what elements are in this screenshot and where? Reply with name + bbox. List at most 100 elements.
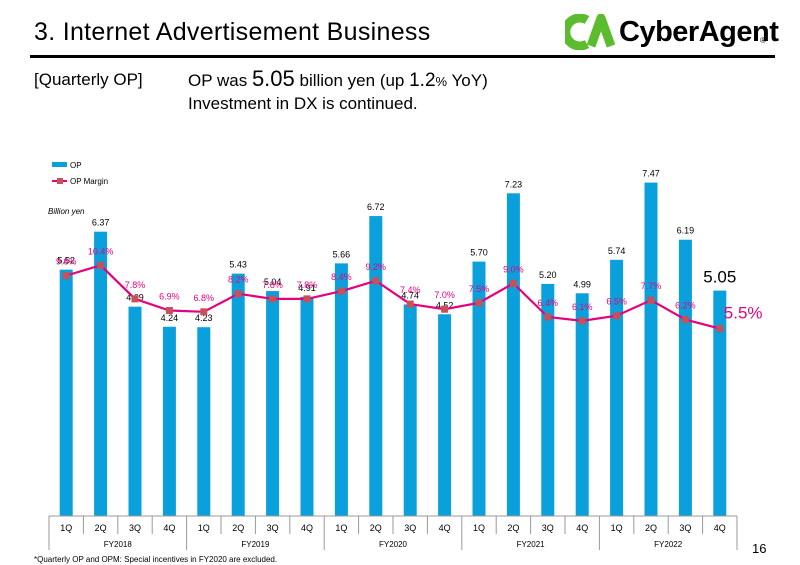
op-bar [369,216,383,516]
x-tick-label: 3Q [679,523,691,533]
x-tick-label: 2Q [507,523,519,533]
op-margin-marker [337,287,345,295]
op-bar [472,261,486,516]
x-tick-label: 1Q [611,523,623,533]
x-tick-label: 3Q [267,523,279,533]
op-margin-label: 6.2% [675,301,696,311]
op-margin-marker [97,261,105,269]
op-margin-marker [269,295,277,303]
op-margin-label: 5.5% [724,304,763,323]
op-value-label: 5.04 [264,277,282,287]
page-number: 16 [752,541,767,556]
x-tick-label: 4Q [714,523,726,533]
headline-pct: 1.2 [409,70,436,91]
op-value-label: 7.47 [642,169,660,179]
op-margin-label: 6.9% [159,292,180,302]
x-tick-label: 1Q [198,523,210,533]
op-bar [162,326,176,516]
x-tick-label: 2Q [232,523,244,533]
op-margin-label: 6.4% [538,298,559,308]
x-tick-label: 1Q [60,523,72,533]
op-margin-label: 7.4% [400,285,421,295]
op-margin-marker [475,299,483,307]
op-value-label: 4.52 [436,300,454,310]
legend-op-label: OP [70,161,82,170]
op-bar [438,314,452,516]
op-bar [610,259,624,516]
op-margin-marker [131,295,139,303]
headline-prefix: OP was [188,71,252,90]
ca-logo-icon [561,13,616,51]
op-bar [403,304,417,516]
fiscal-year-label: FY2018 [104,540,133,549]
op-bar [334,263,348,516]
op-value-label: 5.70 [470,248,488,258]
op-margin-marker [509,279,517,287]
op-bar [575,293,589,516]
op-bar [94,231,108,516]
legend-margin-label: OP Margin [70,177,108,186]
op-margin-marker [441,305,449,313]
op-margin-label: 7.0% [434,290,455,300]
op-bar [197,327,211,516]
op-margin-marker [303,295,311,303]
fiscal-year-label: FY2019 [241,540,270,549]
headline-suffix: YoY) [447,71,488,90]
op-margin-label: 6.5% [606,297,627,307]
op-margin-label: 6.1% [572,302,593,312]
op-value-label: 6.37 [92,218,110,228]
op-margin-marker [716,325,724,333]
x-tick-label: 1Q [335,523,347,533]
x-tick-label: 1Q [473,523,485,533]
op-value-label: 4.23 [195,313,213,323]
op-bar [59,269,73,516]
op-margin-label: 7.8% [262,280,283,290]
x-tick-label: 4Q [439,523,451,533]
op-value-label: 4.99 [573,279,591,289]
unit-label: Billion yen [48,207,85,216]
op-margin-marker [62,272,70,280]
fiscal-year-label: FY2020 [379,540,408,549]
op-margin-label: 6.8% [194,293,215,303]
op-margin-marker [165,307,173,315]
op-margin-label: 7.8% [297,280,318,290]
op-value-label: 4.74 [401,290,419,300]
op-margin-marker [406,300,414,308]
headline-line2: Investment in DX is continued. [188,94,418,113]
headline-value: 5.05 [251,66,295,91]
op-bar [300,296,314,516]
x-tick-label: 3Q [129,523,141,533]
legend-op-swatch [52,162,67,167]
op-value-label: 5.74 [608,246,626,256]
op-value-label: 4.91 [298,283,316,293]
op-margin-label: 8.4% [331,272,352,282]
op-bar [266,291,280,516]
headline-pct-sign: % [435,74,448,89]
fiscal-year-label: FY2021 [517,540,546,549]
op-bar [644,182,658,516]
op-value-label: 5.20 [539,270,557,280]
section-label: [Quarterly OP] [34,70,143,89]
op-bar [713,290,727,516]
cyberagent-logo: CyberAgent ® [561,13,780,51]
op-margin-marker [613,312,621,320]
op-value-label: 6.19 [677,226,695,236]
op-bar [506,193,520,517]
logo-text: CyberAgent [619,16,779,48]
page-title: 3. Internet Advertisement Business [34,18,431,46]
op-margin-marker [544,313,552,321]
op-margin-marker [681,316,689,324]
op-bar [128,306,142,516]
op-bar [678,239,692,516]
op-margin-marker [647,296,655,304]
op-margin-label: 9.0% [503,264,524,274]
title-rule [30,55,775,58]
x-tick-label: 2Q [370,523,382,533]
op-margin-marker [578,317,586,325]
legend-margin-marker [57,178,63,184]
op-bar [541,283,555,516]
op-margin-line [65,264,721,330]
op-margin-marker [234,290,242,298]
op-value-label: 7.23 [505,179,523,189]
